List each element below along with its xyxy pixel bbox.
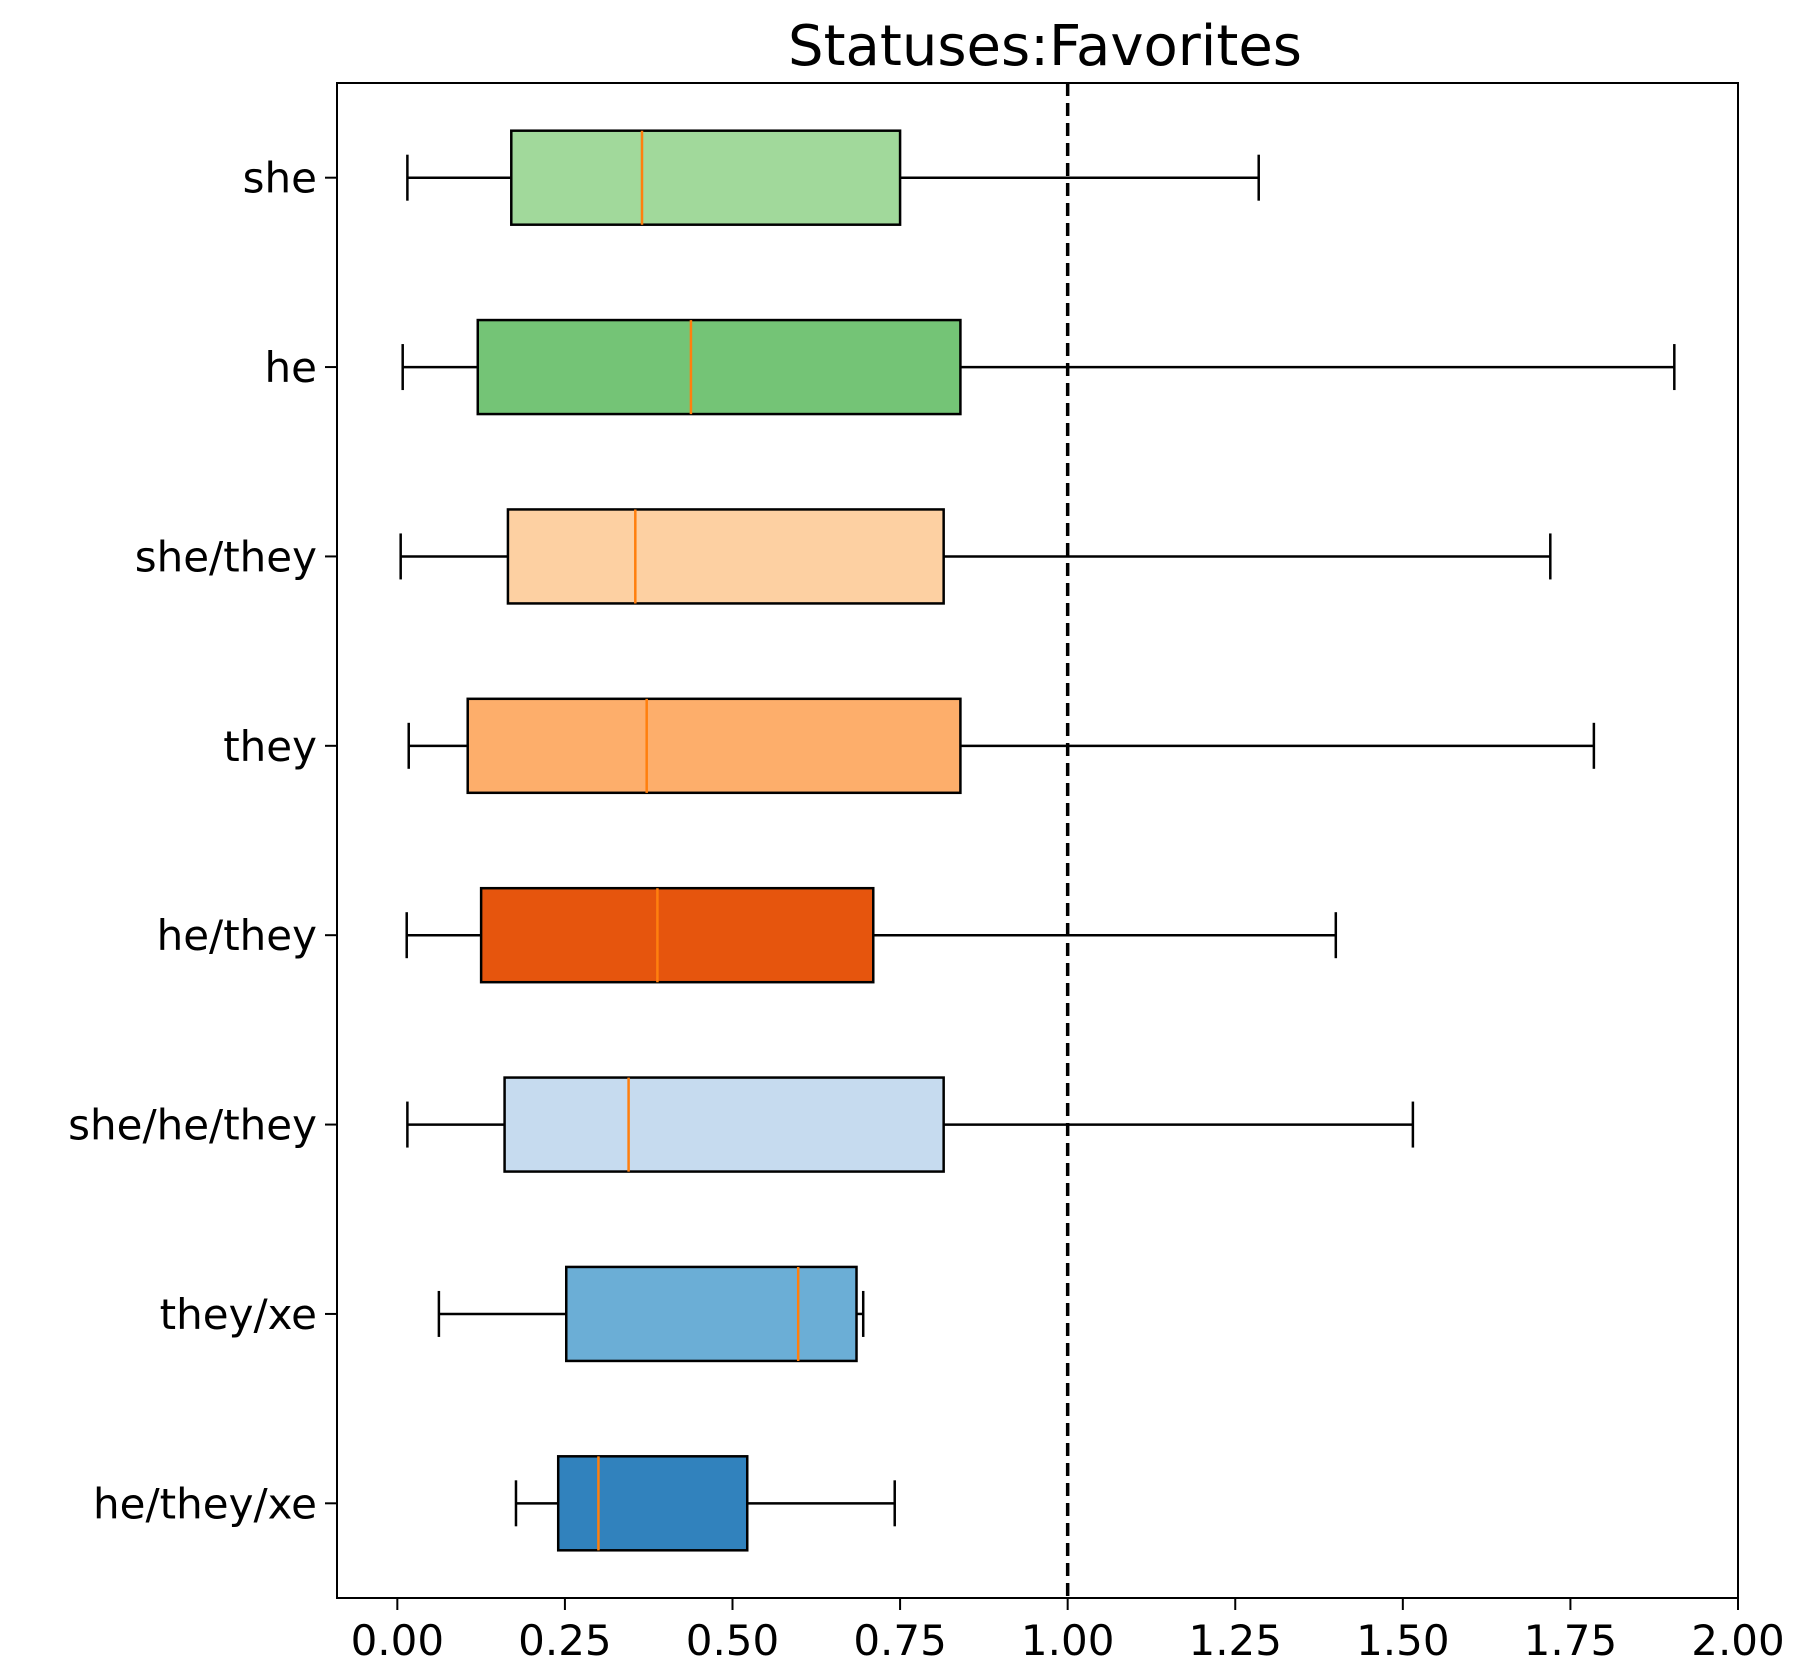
box-iqr: [503, 1076, 945, 1173]
ytick-label: they: [223, 722, 317, 771]
box-they: they: [223, 697, 1596, 795]
box-iqr: [476, 318, 962, 416]
ytick-label: he: [265, 343, 317, 392]
axes-frame: [336, 82, 1739, 1599]
xtick-label: 1.50: [1356, 1616, 1450, 1665]
ytick-label: he/they/xe: [93, 1479, 317, 1528]
box-iqr: [510, 129, 902, 226]
ytick-label: they/xe: [160, 1290, 317, 1339]
chart-title: Statuses:Favorites: [788, 14, 1302, 79]
ytick-label: she/they: [135, 532, 317, 581]
box-iqr: [565, 1265, 858, 1363]
box-iqr: [556, 1455, 749, 1552]
xtick-label: 0.00: [351, 1616, 445, 1665]
box-they-xe: they/xe: [160, 1265, 865, 1363]
xtick-label: 2.00: [1691, 1616, 1785, 1665]
box-he: he: [265, 318, 1676, 416]
xtick-label: 1.25: [1188, 1616, 1282, 1665]
box-iqr: [466, 697, 962, 795]
xtick-label: 0.50: [686, 1616, 780, 1665]
box-iqr: [479, 886, 875, 984]
box-she-they: she/they: [135, 508, 1552, 605]
box-she-he-they: she/he/they: [68, 1076, 1415, 1173]
box-he-they-xe: he/they/xe: [93, 1455, 896, 1552]
xtick-label: 1.75: [1524, 1616, 1618, 1665]
ytick-label: he/they: [157, 911, 317, 960]
box-iqr: [506, 508, 945, 605]
box-she: she: [243, 129, 1260, 226]
xtick-label: 0.75: [853, 1616, 947, 1665]
ytick-label: she/he/they: [68, 1101, 317, 1150]
ytick-label: she: [243, 154, 317, 203]
xtick-label: 0.25: [518, 1616, 612, 1665]
box-he-they: he/they: [157, 886, 1338, 984]
plot-area: she he she/they they he/they she/he/they they/…: [68, 82, 1785, 1665]
xtick-label: 1.00: [1021, 1616, 1115, 1665]
